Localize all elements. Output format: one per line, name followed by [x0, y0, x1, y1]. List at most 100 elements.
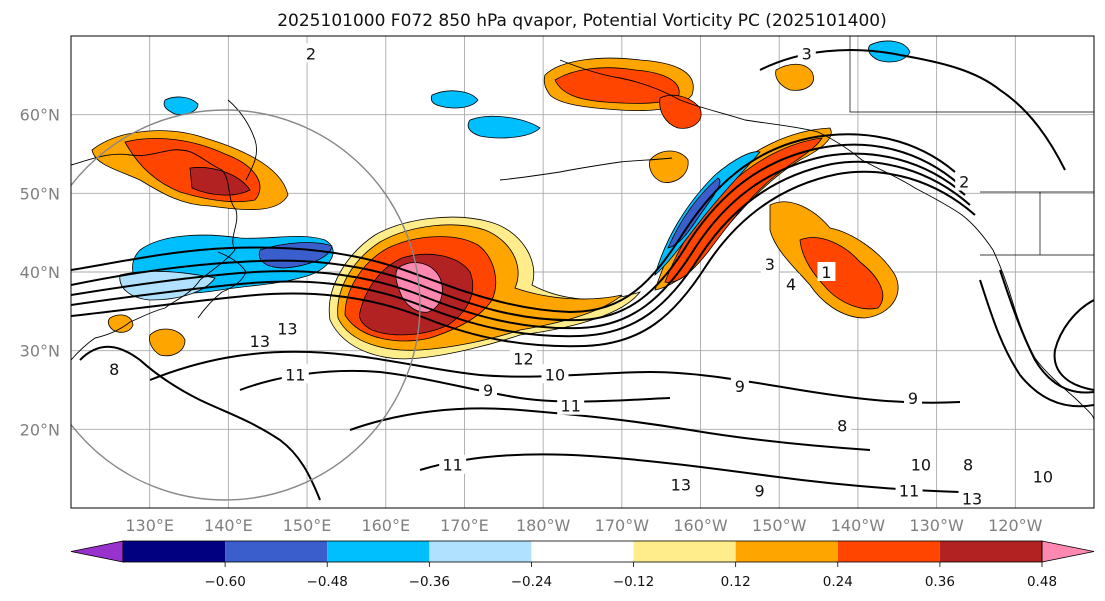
shade-jet-navy: [667, 177, 721, 249]
lon-tick-label: 130°E: [125, 516, 174, 535]
pv-contour: [419, 453, 961, 493]
colorbar: −0.60 −0.48 −0.36 −0.24 −0.12 0.12 0.24 0.36 0.4…: [70, 540, 1095, 590]
contour-label-bg: [797, 43, 816, 63]
contour-label-bg: [955, 171, 974, 191]
shade-jet-blue: [654, 151, 761, 277]
coast-aleutians: [499, 157, 673, 181]
contour-label-bg: [667, 474, 695, 494]
contour-label: 8: [963, 456, 973, 475]
colorbar-segment: [939, 541, 1042, 562]
pv-contour: [349, 407, 871, 451]
shade-kamchatka-darkred: [189, 167, 251, 196]
contour-label-bg: [817, 262, 836, 281]
colorbar-segment: [837, 541, 940, 562]
border-canada-us: [980, 191, 1094, 256]
contour-label: 2: [959, 173, 969, 192]
pv-contour: [999, 269, 1094, 394]
colorbar-segment: [429, 541, 532, 562]
coast-asia: [71, 149, 238, 361]
contour-label-bg: [895, 480, 923, 500]
pv-contour: [79, 345, 321, 501]
contour-label: 2: [306, 44, 316, 63]
contour-label-bg: [1029, 466, 1057, 486]
map-frame: [70, 35, 1095, 509]
pv-contour: [71, 133, 956, 314]
shade-canada-blue: [868, 40, 911, 63]
contour-label: 3: [765, 255, 775, 274]
lat-tick-label: 40°N: [20, 263, 60, 282]
lon-tick-label: 170°W: [595, 516, 650, 535]
colorbar-tick-label: 0.36: [925, 574, 955, 590]
contour-label: 9: [908, 389, 918, 408]
colorbar-tick-label: 0.12: [721, 574, 751, 590]
contour-label: 9: [754, 482, 764, 501]
contour-label-bg: [246, 331, 274, 351]
shade-west-pacific-orange: [149, 328, 186, 357]
lat-tick-label: 30°N: [20, 342, 60, 361]
colorbar-frame: [122, 540, 1043, 563]
lon-tick-label: 150°E: [283, 516, 332, 535]
colorbar-tick-label: −0.60: [204, 574, 245, 590]
contour-label-bg: [958, 488, 986, 508]
contour-label: 12: [513, 350, 533, 369]
lon-tick-label: 120°W: [988, 516, 1043, 535]
shade-sw-orange: [107, 314, 134, 333]
contour-label: 1: [821, 263, 831, 282]
colorbar-segment: [633, 541, 736, 562]
pv-contour: [1053, 299, 1094, 391]
lon-tick-label: 180°W: [516, 516, 571, 535]
contour-label-bg: [105, 358, 124, 378]
contour-label: 4: [786, 275, 796, 294]
pv-contour: [71, 160, 971, 338]
lat-tick-label: 50°N: [20, 184, 60, 203]
colorbar-tick-label: −0.12: [613, 574, 654, 590]
colorbar-tick-label: −0.24: [511, 574, 552, 590]
contour-label-bg: [281, 364, 309, 384]
contour-label-bg: [273, 318, 301, 338]
colorbar-segment: [123, 541, 226, 562]
lon-tick-label: 170°E: [440, 516, 489, 535]
shade-north-blue: [430, 90, 479, 109]
colorbar-segment: [735, 541, 838, 562]
shade-arctic-east-orange: [775, 63, 814, 91]
contour-label-bg: [730, 376, 749, 396]
colorbar-segment: [531, 541, 634, 562]
contour-label: 10: [1033, 468, 1053, 487]
colorbar-tick-label: 0.24: [823, 574, 853, 590]
pv-contour: [71, 170, 976, 348]
coast-alaska: [559, 59, 994, 251]
contour-label-bg: [509, 348, 537, 368]
colorbar-extend-high: [1041, 540, 1095, 563]
lon-tick-label: 140°E: [204, 516, 253, 535]
pv-contour: [759, 49, 1066, 171]
borders: [849, 36, 1094, 256]
latitude-axis: 20°N 30°N 40°N 50°N 60°N: [20, 106, 60, 440]
contour-label-bg: [302, 43, 321, 63]
colorbar-segment: [225, 541, 328, 562]
colorbar-tick-label: −0.36: [409, 574, 450, 590]
lat-tick-label: 60°N: [20, 106, 60, 125]
lon-tick-label: 140°W: [831, 516, 886, 535]
contour-label-bg: [557, 395, 585, 415]
longitude-axis: 130°E 140°E 150°E 160°E 170°E 180°W 170°W 160°W…: [125, 516, 1042, 535]
colorbar-tick-label: −0.48: [307, 574, 348, 590]
lon-tick-label: 160°W: [673, 516, 728, 535]
contour-label: 11: [899, 482, 919, 501]
contour-label-bg: [750, 480, 769, 500]
contour-label: 10: [911, 456, 931, 475]
contour-label-bg: [782, 273, 801, 293]
colorbar-segment: [327, 541, 430, 562]
contour-label-bg: [959, 454, 978, 474]
lon-tick-label: 150°W: [752, 516, 807, 535]
chart-title: 2025101000 F072 850 hPa qvapor, Potentia…: [277, 11, 887, 31]
contour-label-bg: [439, 454, 467, 474]
contour-label: 13: [962, 490, 982, 509]
contour-label-bg: [541, 364, 569, 384]
colorbar-tick-label: 0.48: [1027, 574, 1057, 590]
contour-label: 13: [250, 332, 270, 351]
lon-tick-label: 130°W: [909, 516, 964, 535]
pv-contour: [71, 143, 961, 322]
